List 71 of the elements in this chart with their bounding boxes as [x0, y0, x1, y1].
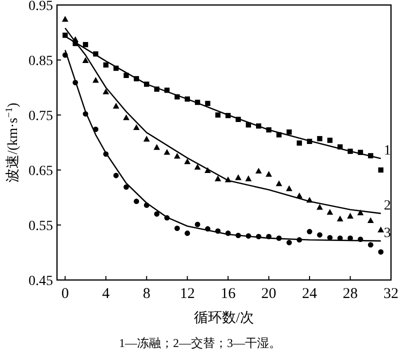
point [102, 88, 110, 94]
point [286, 129, 292, 135]
point [113, 172, 119, 178]
point [164, 149, 170, 155]
y-tick-label: 0.65 [28, 164, 53, 179]
point [296, 140, 302, 146]
point [378, 167, 384, 173]
point [124, 184, 129, 190]
x-tick-label: 28 [342, 286, 358, 302]
y-tick-label: 0.85 [28, 54, 53, 69]
point [286, 240, 292, 246]
point [184, 230, 190, 236]
y-tick-label: 0.45 [28, 274, 53, 289]
point [194, 222, 200, 228]
series-label: 1 [384, 143, 391, 158]
point [336, 216, 344, 222]
x-tick-label: 24 [302, 286, 318, 302]
series-label: 3 [384, 226, 391, 241]
point [82, 42, 88, 48]
point [62, 16, 68, 22]
point [123, 114, 130, 120]
point [112, 102, 120, 109]
point [205, 100, 210, 106]
point [103, 62, 108, 68]
point [154, 211, 160, 217]
point [368, 242, 374, 248]
x-axis-title: 循环数/次 [194, 310, 254, 326]
x-tick-label: 4 [102, 286, 110, 302]
y-tick-label: 0.55 [28, 219, 53, 234]
x-tick-label: 20 [261, 286, 276, 302]
point [124, 72, 129, 78]
y-tick-label: 0.95 [28, 0, 53, 14]
text: 1—冻融；2—交替；3—干湿。 [119, 336, 281, 350]
point [276, 180, 282, 186]
x-tick-label: 0 [61, 286, 69, 302]
point [82, 57, 89, 63]
x-tick-label: 12 [180, 286, 195, 302]
point [133, 124, 140, 130]
point [286, 185, 292, 192]
point [92, 76, 99, 83]
point [174, 152, 180, 159]
point [317, 136, 322, 142]
point [347, 212, 354, 219]
series-label: 2 [384, 198, 391, 214]
point [316, 204, 323, 210]
point [255, 168, 262, 174]
point [326, 208, 334, 215]
point [214, 175, 222, 182]
x-tick-label: 16 [220, 286, 236, 302]
point [245, 175, 252, 182]
point [143, 136, 150, 142]
line-series [64, 27, 382, 214]
point [357, 210, 364, 216]
point [378, 249, 384, 255]
point [174, 226, 180, 231]
point [134, 198, 140, 204]
point [194, 164, 201, 170]
x-tick-label: 32 [384, 286, 398, 302]
point [62, 32, 68, 38]
point [154, 144, 160, 150]
point [378, 226, 384, 232]
point [184, 158, 191, 164]
point [266, 171, 272, 177]
y-tick-label: 0.75 [28, 109, 53, 124]
point [317, 232, 322, 238]
point [306, 228, 312, 234]
point [215, 112, 220, 118]
point [235, 174, 242, 180]
point [327, 138, 332, 143]
x-tick-label: 8 [142, 286, 150, 302]
point [367, 217, 374, 223]
